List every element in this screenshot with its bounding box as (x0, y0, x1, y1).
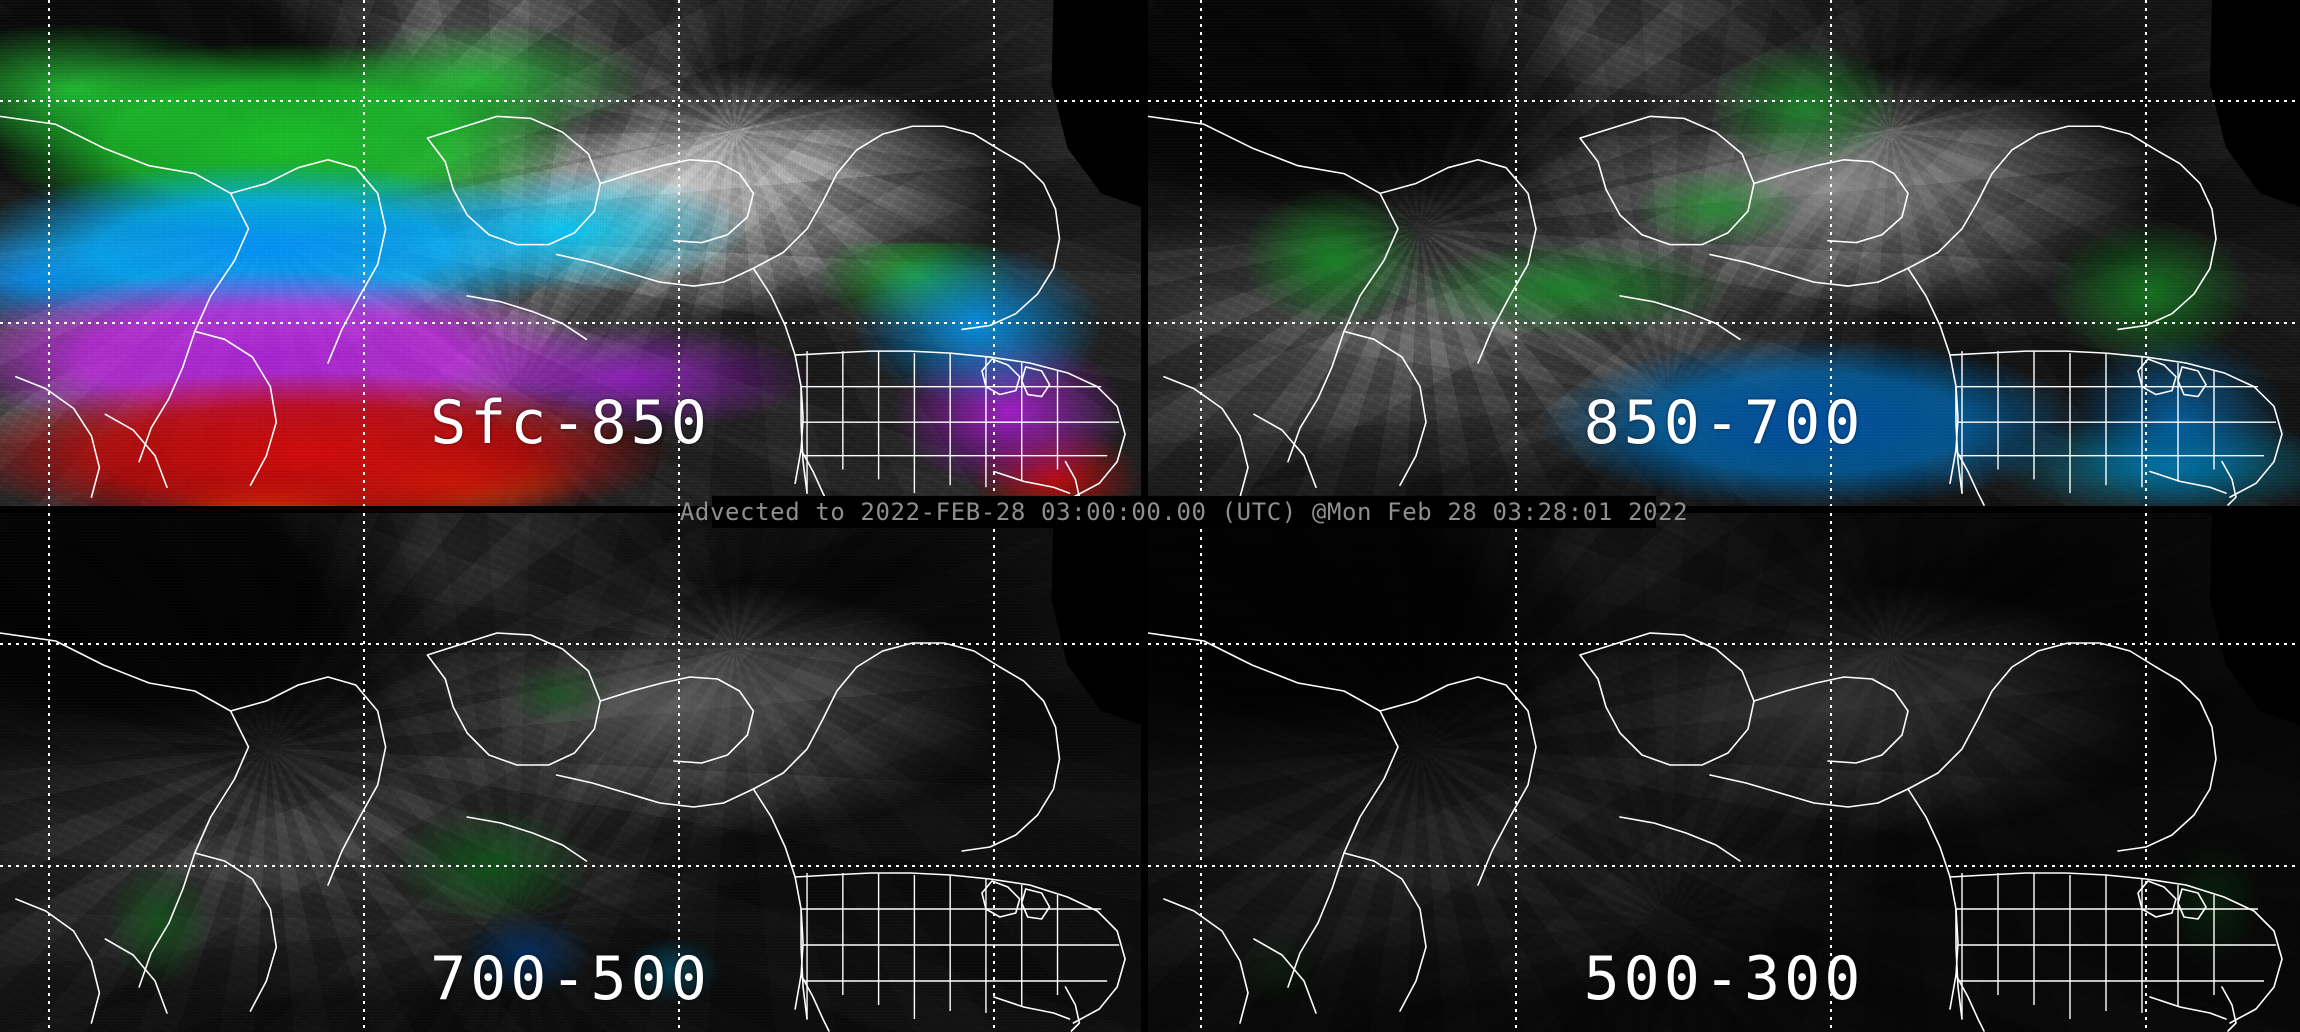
panel-500-300[interactable]: 500-300 (1148, 513, 2300, 1032)
panel-850-700[interactable]: 850-700 (1148, 0, 2300, 513)
panel-label-850-700: 850-700 (1583, 388, 1865, 458)
timestamp-bar: Advected to 2022-FEB-28 03:00:00.00 (UTC… (680, 496, 1688, 528)
timestamp-text: Advected to 2022-FEB-28 03:00:00.00 (UTC… (679, 498, 1689, 526)
panel-sfc-850[interactable]: Sfc-850 (0, 0, 1148, 513)
panel-700-500[interactable]: 700-500 (0, 513, 1148, 1032)
panel-label-sfc-850: Sfc-850 (430, 388, 711, 458)
panel-label-500-300: 500-300 (1583, 944, 1865, 1014)
panel-label-700-500: 700-500 (430, 944, 711, 1014)
